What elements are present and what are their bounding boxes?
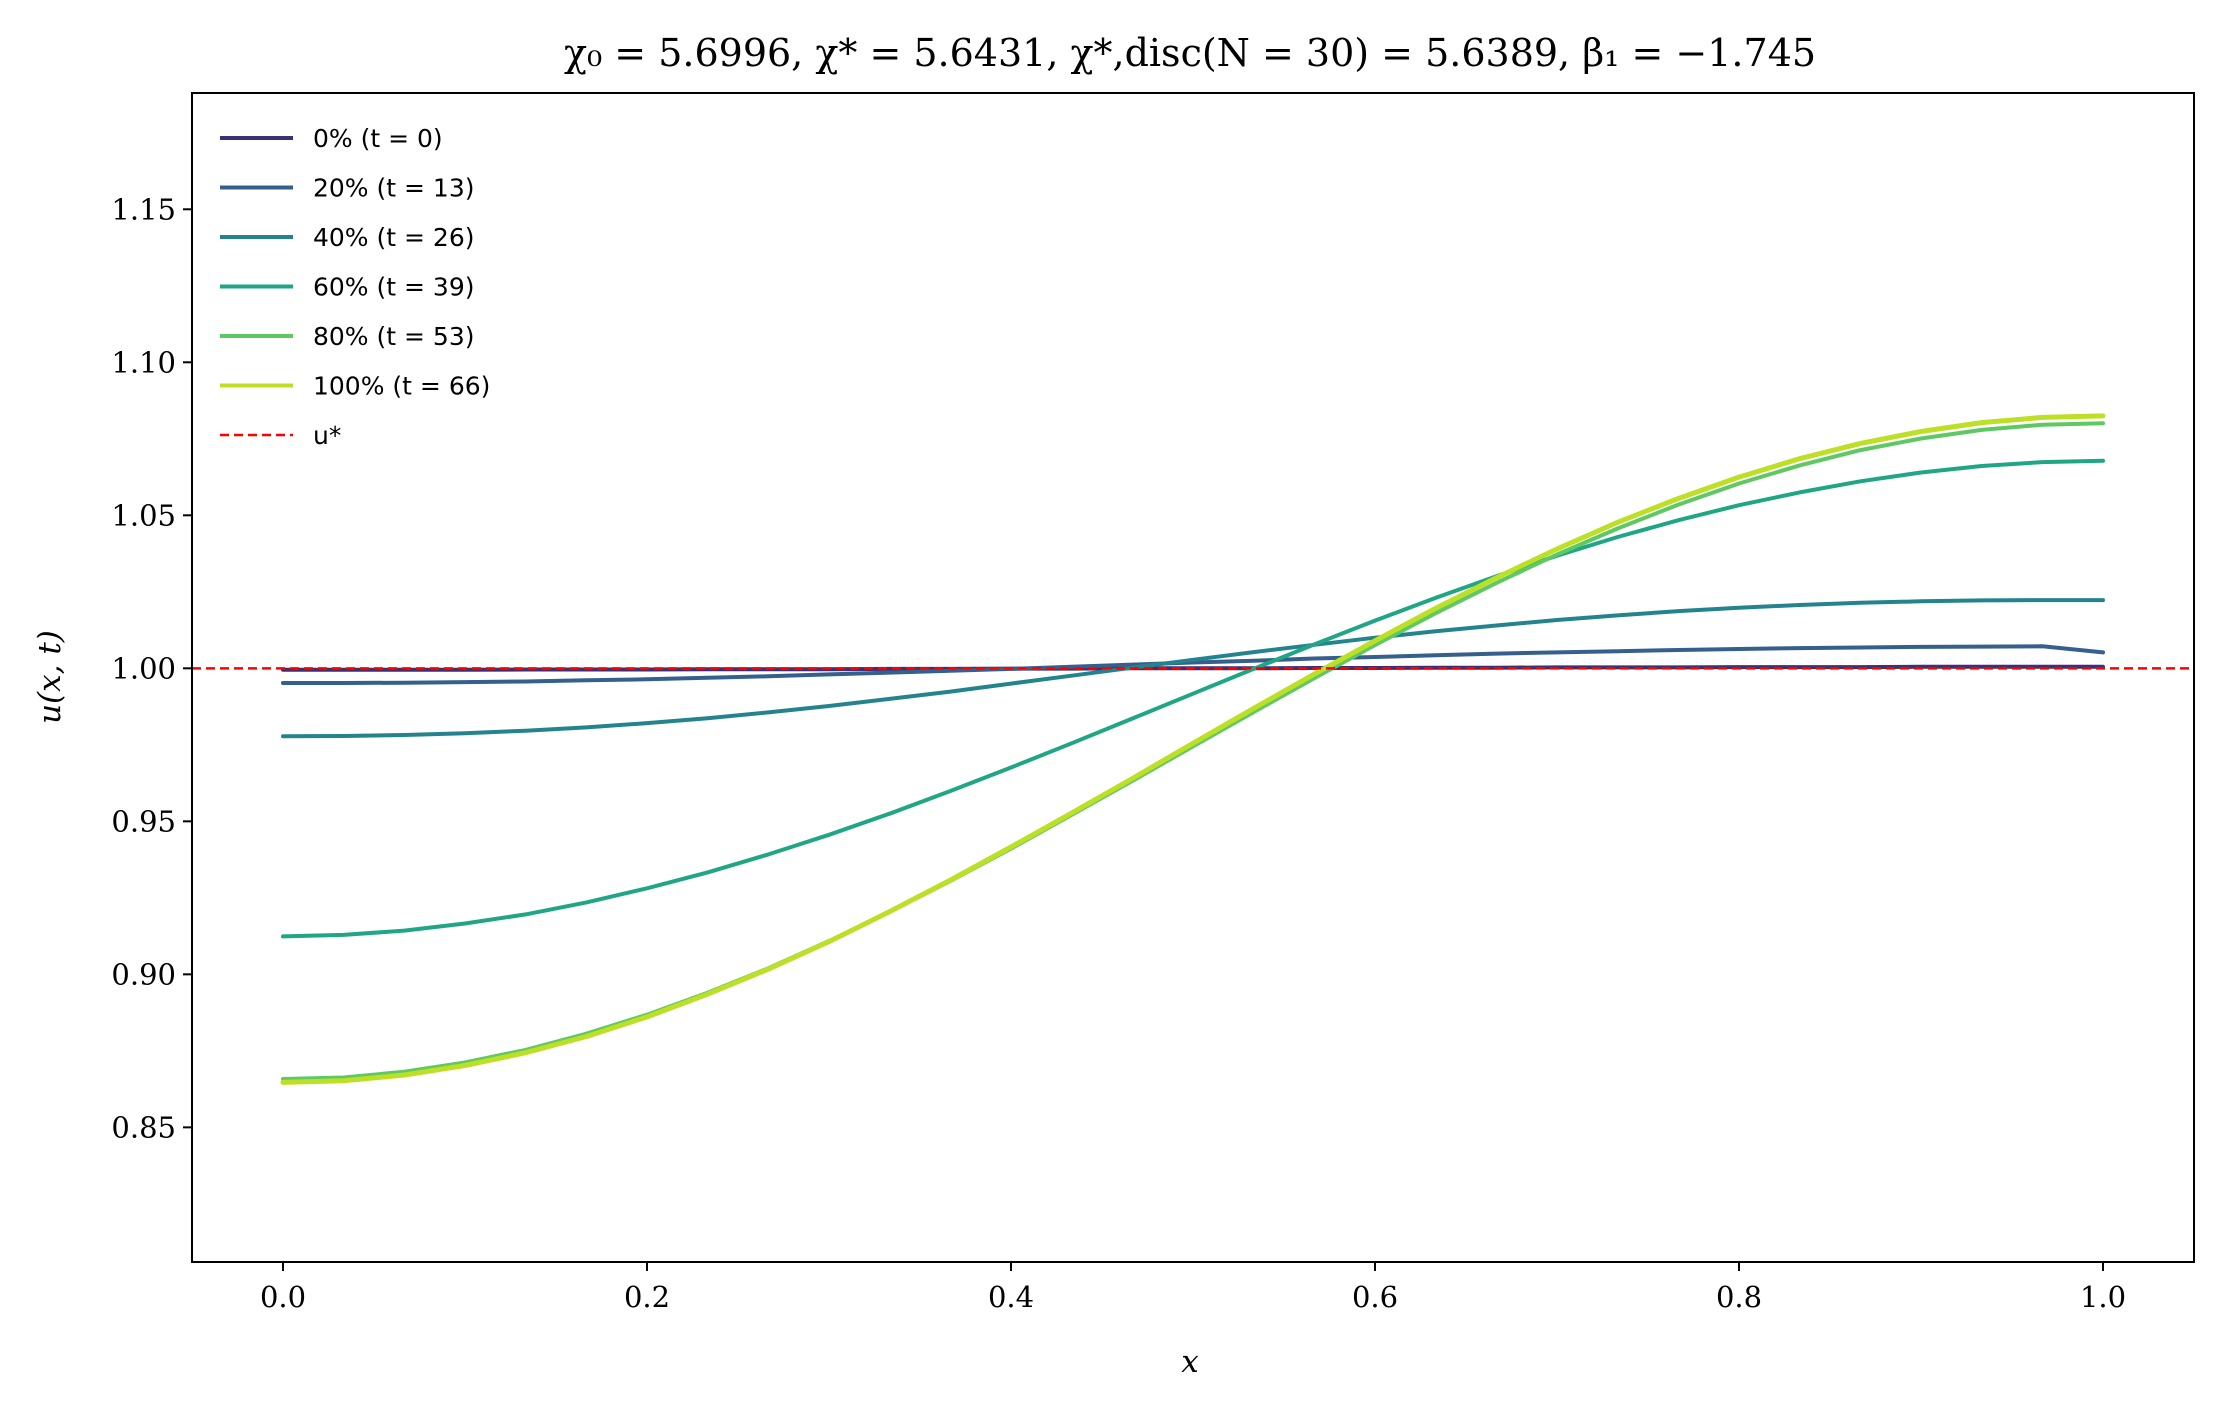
series-line-3 [281,458,2105,939]
legend: 0% (t = 0) 20% (t = 13) 40% (t = 26) 60% (t… [220,124,490,450]
x-axis-label: x [1181,1344,1199,1380]
x-tick-label: 0.0 [260,1280,306,1314]
legend-label: 80% (t = 53) [313,322,474,351]
series-line-5 [280,413,2106,1085]
y-tick-label: 0.90 [111,957,176,991]
y-tick-label: 1.10 [111,345,176,379]
legend-label: 0% (t = 0) [313,124,443,153]
x-tick-label: 0.4 [988,1280,1034,1314]
y-axis-ticks: 0.85 0.90 0.95 1.00 1.05 1.10 1.15 [111,192,192,1144]
x-tick-label: 0.2 [624,1280,670,1314]
chart-title: χ₀ = 5.6996, χ* = 5.6431, χ*,disc(N = 30… [564,31,1816,75]
data-lines [280,413,2106,1085]
legend-label: 100% (t = 66) [313,372,490,401]
series-line-1 [281,644,2105,685]
y-tick-label: 1.00 [111,651,176,685]
legend-label: 20% (t = 13) [313,174,474,203]
legend-label: 60% (t = 39) [313,273,474,302]
y-tick-label: 0.85 [111,1110,176,1144]
legend-label: u* [313,421,341,450]
series-line-2 [281,598,2105,739]
y-tick-label: 1.15 [111,192,176,226]
y-tick-label: 1.05 [111,498,176,532]
plot-frame [191,92,2195,1263]
y-axis-label: u(x, t) [32,630,68,724]
x-tick-label: 0.8 [1716,1280,1762,1314]
y-tick-label: 0.95 [111,804,176,838]
legend-label: 40% (t = 26) [313,223,474,252]
x-axis-ticks: 0.0 0.2 0.4 0.6 0.8 1.0 [260,1262,2126,1314]
series-line-4 [281,421,2105,1081]
x-tick-label: 1.0 [2080,1280,2126,1314]
x-tick-label: 0.6 [1352,1280,1398,1314]
